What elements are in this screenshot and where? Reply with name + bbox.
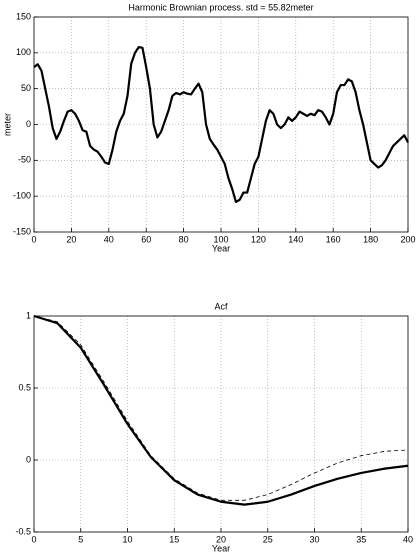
y-tick-label: 0 — [26, 454, 31, 464]
chart-title: Acf — [214, 301, 228, 311]
x-tick-label: 10 — [122, 534, 132, 544]
y-tick-label: 150 — [16, 11, 31, 21]
x-tick-label: 120 — [251, 234, 266, 244]
y-tick-label: -150 — [13, 226, 31, 236]
line-series — [33, 46, 409, 203]
x-tick-label: 160 — [326, 234, 341, 244]
x-tick-label: 35 — [356, 534, 366, 544]
x-axis-label: Year — [212, 243, 230, 253]
y-tick-label: -100 — [13, 191, 31, 201]
x-axis-label: Year — [212, 543, 230, 553]
x-tick-label: 15 — [169, 534, 179, 544]
line-series — [33, 314, 409, 506]
y-tick-label: 1 — [26, 310, 31, 320]
x-tick-label: 40 — [403, 534, 413, 544]
y-tick-label: 0 — [26, 119, 31, 129]
x-tick-label: 20 — [66, 234, 76, 244]
x-tick-label: 30 — [309, 534, 319, 544]
y-tick-label: 0.5 — [18, 382, 31, 392]
x-tick-label: 80 — [179, 234, 189, 244]
axes-box — [33, 315, 409, 533]
x-tick-label: 25 — [263, 534, 273, 544]
x-tick-label: 200 — [400, 234, 415, 244]
y-axis-label: meter — [2, 113, 12, 136]
x-tick-label: 40 — [104, 234, 114, 244]
x-tick-label: 100 — [213, 234, 228, 244]
line-series — [33, 315, 409, 501]
chart-title: Harmonic Brownian process. std = 55.82me… — [128, 2, 313, 12]
y-tick-label: -50 — [18, 155, 31, 165]
y-tick-label: 50 — [21, 83, 31, 93]
axes-box — [33, 16, 409, 233]
x-tick-label: 140 — [288, 234, 303, 244]
y-tick-label: 100 — [16, 47, 31, 57]
x-tick-label: 0 — [31, 534, 36, 544]
x-tick-label: 5 — [78, 534, 83, 544]
y-tick-label: -0.5 — [15, 526, 31, 536]
x-tick-label: 0 — [31, 234, 36, 244]
x-tick-label: 180 — [363, 234, 378, 244]
x-tick-label: 60 — [141, 234, 151, 244]
x-tick-label: 20 — [216, 534, 226, 544]
